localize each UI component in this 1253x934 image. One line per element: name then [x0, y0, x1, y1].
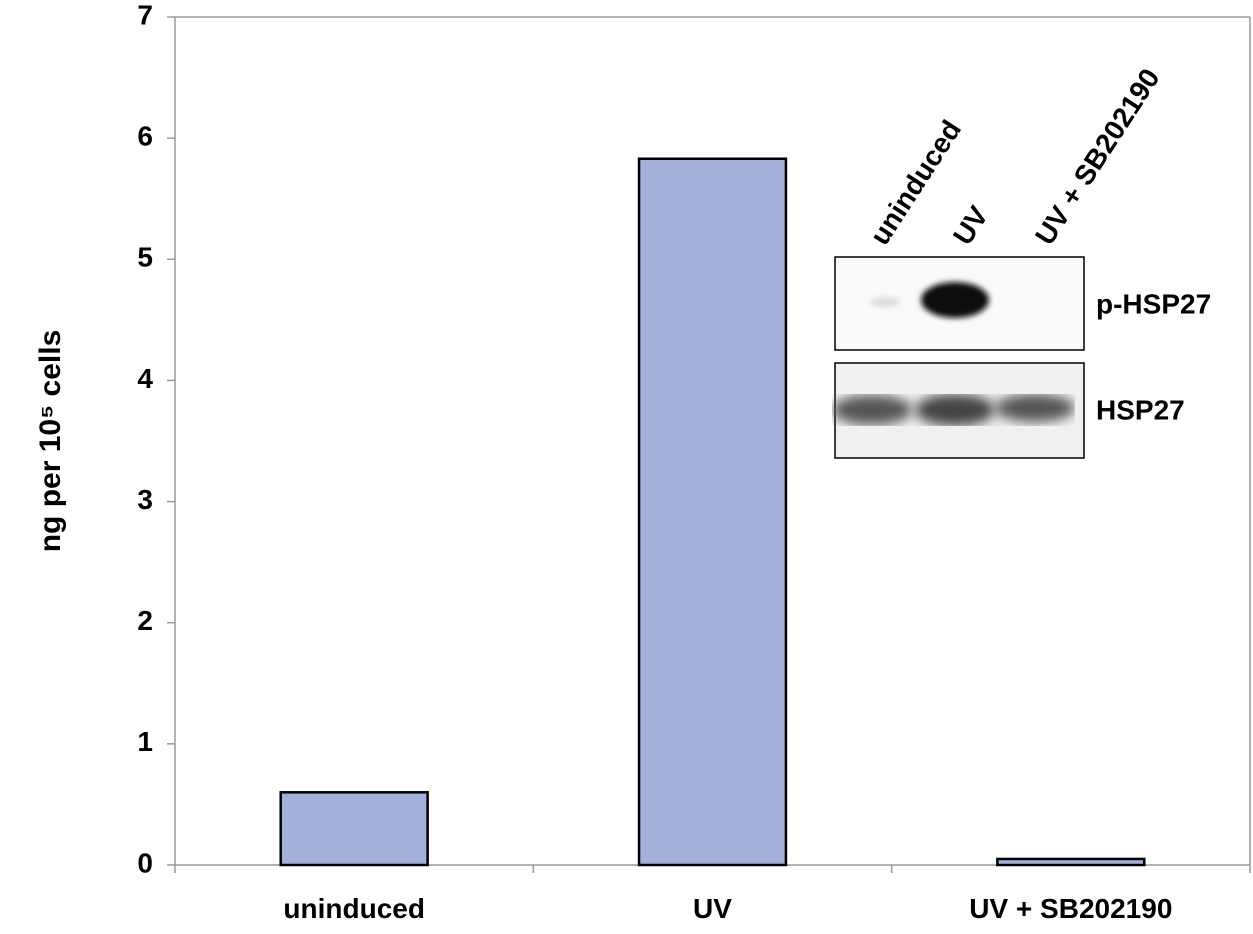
x-tick-label: UV + SB202190	[969, 893, 1172, 924]
y-tick-label: 4	[137, 363, 153, 394]
inset-blot: p-HSP27 HSP27 uninduced UV UV + SB202190	[832, 63, 1211, 458]
blot-band	[921, 282, 989, 318]
blot-band	[915, 394, 995, 426]
chart: ng per 10⁵ cells p-HSP27 HSP27 uninduced…	[0, 0, 1253, 934]
y-tick-label: 2	[137, 605, 153, 636]
y-tick-label: 5	[137, 242, 153, 273]
bar	[281, 792, 428, 865]
y-tick-label: 6	[137, 121, 153, 152]
page: {"chart_data": {"type": "bar", "y_label"…	[0, 0, 1253, 934]
y-tick-label: 3	[137, 484, 153, 515]
x-tick-label: UV	[693, 893, 732, 924]
bar	[997, 859, 1144, 865]
x-tick-label: uninduced	[283, 893, 425, 924]
y-axis-label: ng per 10⁵ cells	[34, 330, 67, 553]
y-tick-label: 0	[137, 847, 153, 878]
y-tick-label: 1	[137, 726, 153, 757]
blot-label: p-HSP27	[1096, 288, 1211, 319]
y-tick-label: 7	[137, 0, 153, 30]
blot-band	[995, 394, 1075, 422]
blot-band	[832, 395, 912, 425]
blot-label: HSP27	[1096, 394, 1185, 425]
blot-band	[870, 297, 900, 307]
lane-label: UV + SB202190	[1029, 63, 1166, 250]
bar	[639, 159, 786, 865]
lane-label: UV	[947, 200, 994, 250]
